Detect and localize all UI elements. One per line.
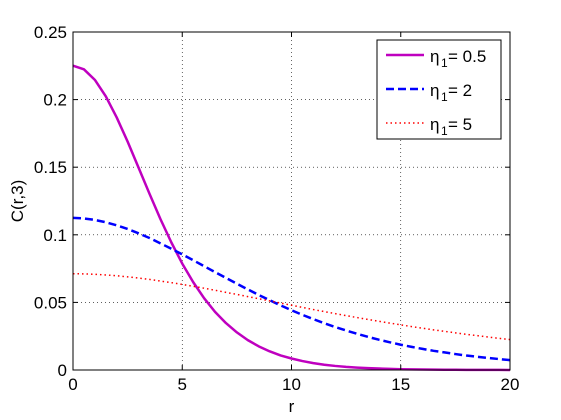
y-tick-label: 0.15 (34, 158, 67, 177)
x-axis-label: r (289, 397, 295, 416)
legend-label-eta: η (430, 115, 439, 134)
legend-label-value: = 2 (448, 81, 472, 100)
y-tick-label: 0.2 (43, 91, 67, 110)
x-tick-label: 0 (68, 375, 77, 394)
x-tick-label: 20 (501, 375, 520, 394)
legend-box (376, 39, 502, 140)
x-tick-label: 10 (282, 375, 301, 394)
y-axis-label: C(r,3) (8, 180, 27, 223)
x-tick-label: 5 (178, 375, 187, 394)
legend-label-eta: η (430, 81, 439, 100)
x-tick-label: 15 (391, 375, 410, 394)
series-line (72, 216, 511, 362)
y-tick-label: 0.05 (34, 293, 67, 312)
series-line (72, 272, 511, 341)
y-tick-label: 0 (58, 361, 67, 380)
axis-ticks (72, 31, 511, 371)
y-tick-label: 0.1 (43, 226, 67, 245)
legend-label-value: = 5 (448, 115, 472, 134)
legend-label-subscript: 1 (441, 56, 448, 70)
x-tick-labels: 0 5 10 15 20 (68, 375, 519, 394)
y-tick-labels: 0 0.05 0.1 0.15 0.2 0.25 (34, 23, 67, 380)
legend-label-eta: η (430, 47, 439, 66)
y-tick-label: 0.25 (34, 23, 67, 42)
legend-label-subscript: 1 (441, 90, 448, 104)
legend-label-value: = 0.5 (448, 47, 486, 66)
legend-label-subscript: 1 (441, 124, 448, 138)
